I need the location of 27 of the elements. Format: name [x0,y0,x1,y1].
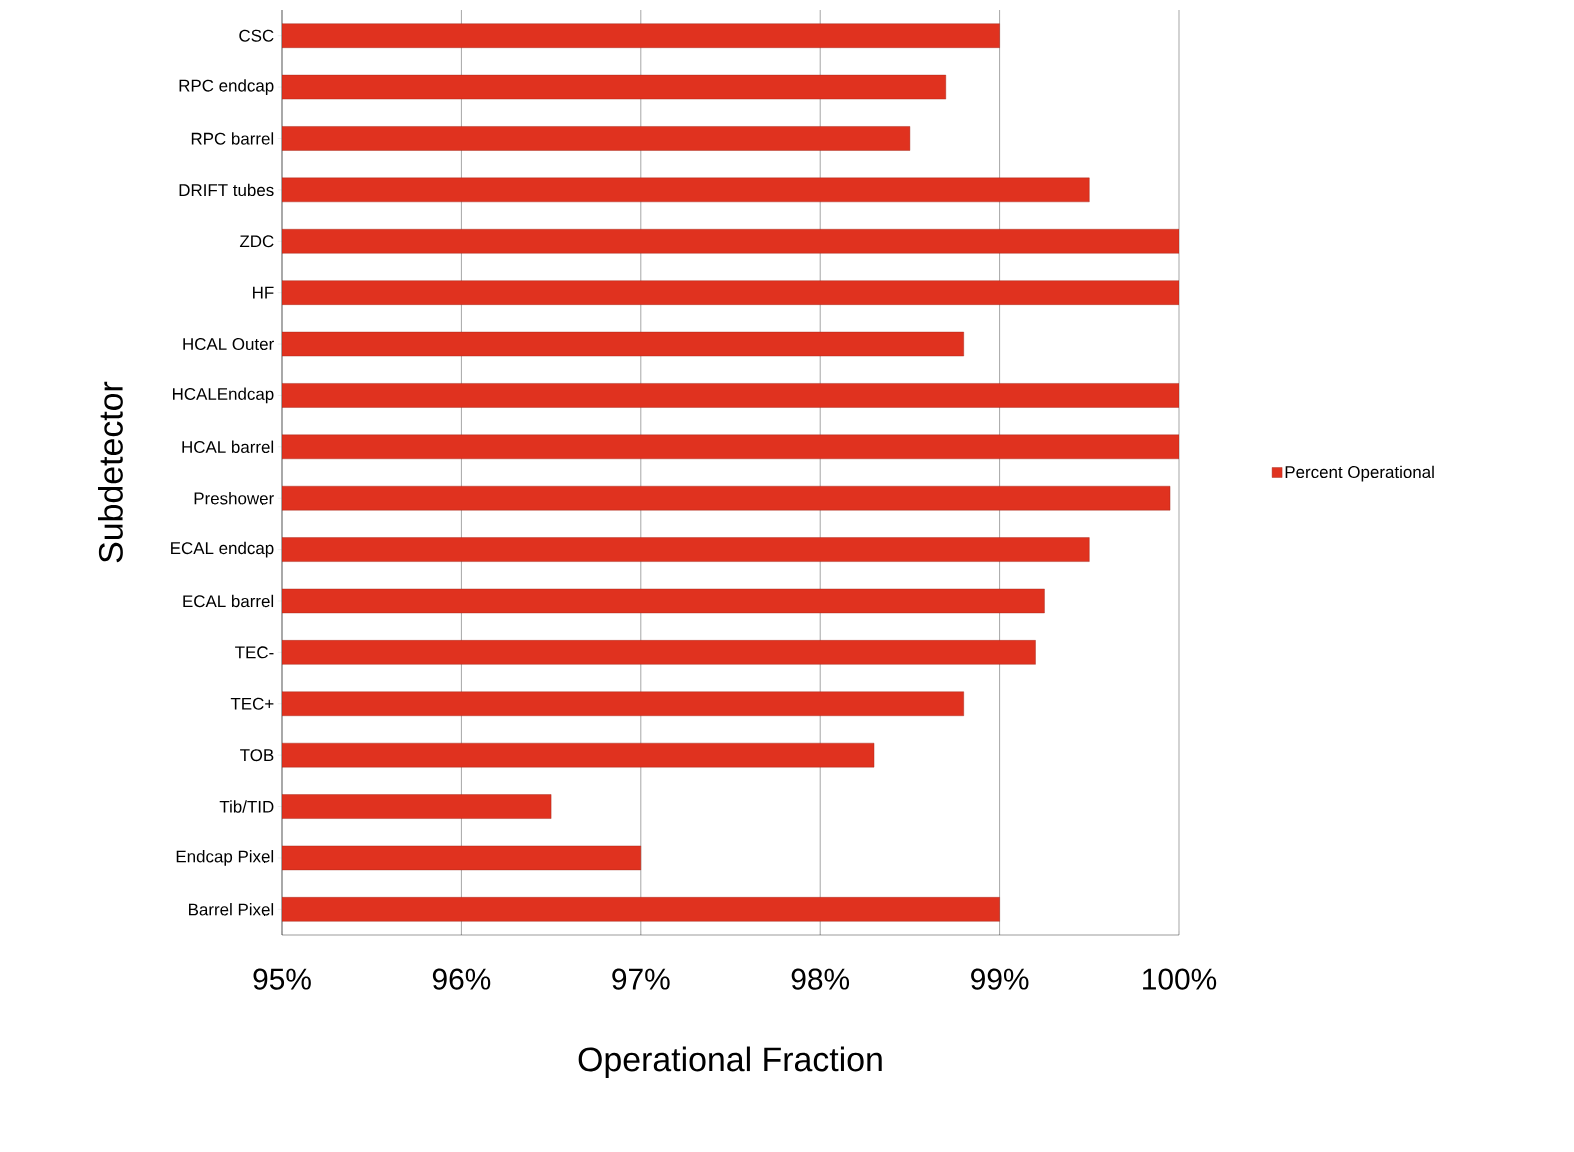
y-tick-label: TEC- [235,646,274,659]
x-tick-label: 100% [1143,968,1217,990]
legend-label: Percent Operational [1285,465,1434,482]
x-tick-label: 97% [612,968,670,990]
x-tick-label: 96% [432,968,491,990]
x-axis-title: Operational Fraction [578,1046,882,1079]
y-tick-label: Barrel Pixel [189,903,274,916]
y-tick-label: TOB [240,749,274,762]
y-tick-label: ECAL endcap [171,541,274,558]
y-tick-label: ECAL barrel [183,594,274,608]
y-tick-label: Preshower [194,491,274,505]
y-tick-label: ZDC [239,235,274,248]
y-tick-label: HCAL barrel [182,440,274,454]
y-axis-title: Subdetector [98,381,123,563]
x-tick-label: 98% [791,968,850,990]
y-tick-label: Endcap Pixel [176,850,274,866]
y-tick-label: DRIFT tubes [179,183,274,197]
y-tick-label: RPC endcap [179,79,274,95]
x-tick-label: 95% [253,968,311,990]
y-tick-label: RPC barrel [191,132,274,145]
y-tick-label: TEC+ [230,697,274,710]
x-tick-label: 99% [971,968,1029,990]
y-tick-label: HCALEndcap [173,387,274,404]
y-tick-label: CSC [239,29,274,42]
y-tick-label: HCAL Outer [183,338,274,351]
y-tick-label: Tib/TID [219,800,274,813]
y-tick-label: HF [253,286,274,299]
